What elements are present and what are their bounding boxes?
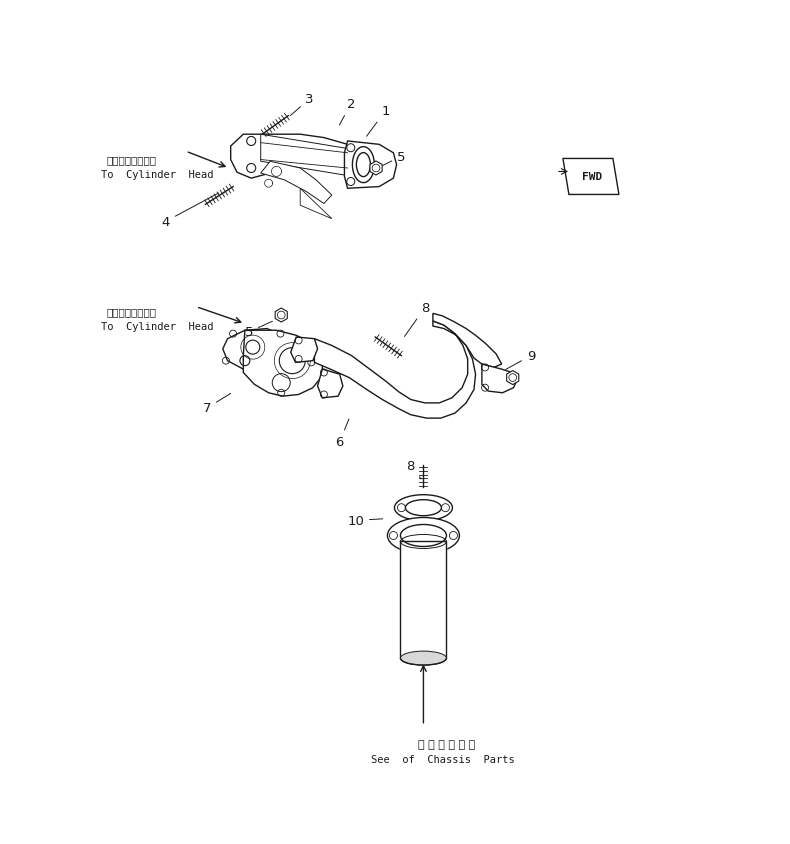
Polygon shape (261, 135, 363, 179)
Polygon shape (563, 160, 619, 195)
Polygon shape (506, 371, 519, 385)
Text: 7: 7 (203, 394, 231, 415)
Text: シリンダヘッドへ: シリンダヘッドへ (107, 307, 156, 317)
Text: 5: 5 (380, 150, 405, 168)
Text: 2: 2 (340, 98, 355, 126)
Ellipse shape (387, 518, 460, 554)
Ellipse shape (394, 495, 453, 521)
Text: 車 体 部 品 参 照: 車 体 部 品 参 照 (418, 739, 475, 749)
Text: 6: 6 (336, 419, 349, 449)
Text: 1: 1 (367, 105, 389, 137)
Text: 10: 10 (347, 514, 382, 528)
Polygon shape (314, 322, 476, 419)
Text: FWD: FWD (581, 172, 602, 182)
Polygon shape (300, 189, 332, 219)
Polygon shape (318, 370, 343, 398)
Text: 9: 9 (506, 349, 535, 370)
Polygon shape (261, 135, 363, 164)
Polygon shape (275, 309, 288, 322)
Polygon shape (291, 338, 318, 363)
Polygon shape (401, 542, 446, 658)
Text: To  Cylinder  Head: To Cylinder Head (101, 322, 213, 332)
Polygon shape (433, 314, 502, 368)
Polygon shape (231, 135, 276, 179)
Text: 5: 5 (245, 322, 273, 339)
Text: 8: 8 (407, 459, 421, 479)
Text: シリンダヘッドへ: シリンダヘッドへ (107, 155, 156, 165)
Text: 8: 8 (404, 301, 429, 337)
Text: See  of  Chassis  Parts: See of Chassis Parts (371, 755, 514, 765)
Polygon shape (223, 329, 284, 370)
Polygon shape (370, 162, 382, 176)
Text: 3: 3 (291, 93, 314, 116)
Text: To  Cylinder  Head: To Cylinder Head (101, 170, 213, 180)
Polygon shape (243, 331, 322, 397)
Ellipse shape (352, 148, 374, 183)
Ellipse shape (401, 652, 446, 665)
Polygon shape (261, 162, 332, 204)
Text: 4: 4 (162, 194, 219, 229)
Polygon shape (344, 142, 397, 189)
Polygon shape (482, 365, 517, 393)
